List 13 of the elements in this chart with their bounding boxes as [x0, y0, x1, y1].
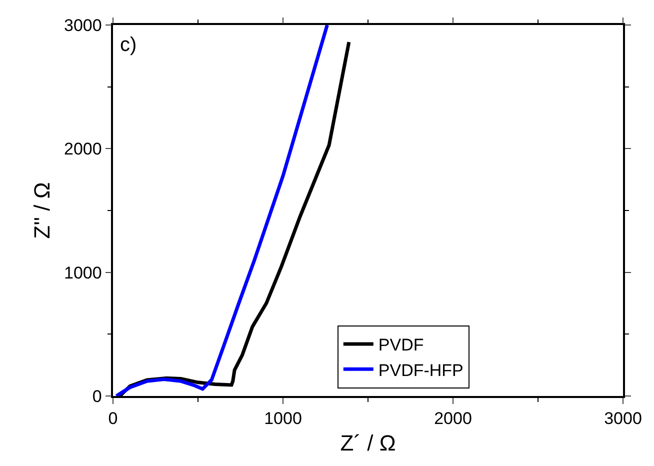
y-axis-title: Z'' / Ω: [29, 182, 54, 239]
y-tick-label: 2000: [64, 140, 102, 159]
y-tick-label: 0: [92, 386, 102, 406]
y-tick-label: 3000: [64, 16, 102, 35]
legend-label: PVDF: [378, 336, 424, 355]
legend-label: PVDF-HFP: [378, 360, 464, 380]
x-tick-label: 2000: [434, 409, 472, 428]
x-tick-label: 1000: [264, 409, 302, 428]
annotation: c): [120, 34, 137, 56]
y-tick-label: 1000: [64, 263, 102, 282]
x-axis-title: Z´ / Ω: [340, 430, 396, 456]
x-tick-label: 3000: [604, 409, 642, 428]
x-tick-label: 0: [108, 409, 118, 428]
